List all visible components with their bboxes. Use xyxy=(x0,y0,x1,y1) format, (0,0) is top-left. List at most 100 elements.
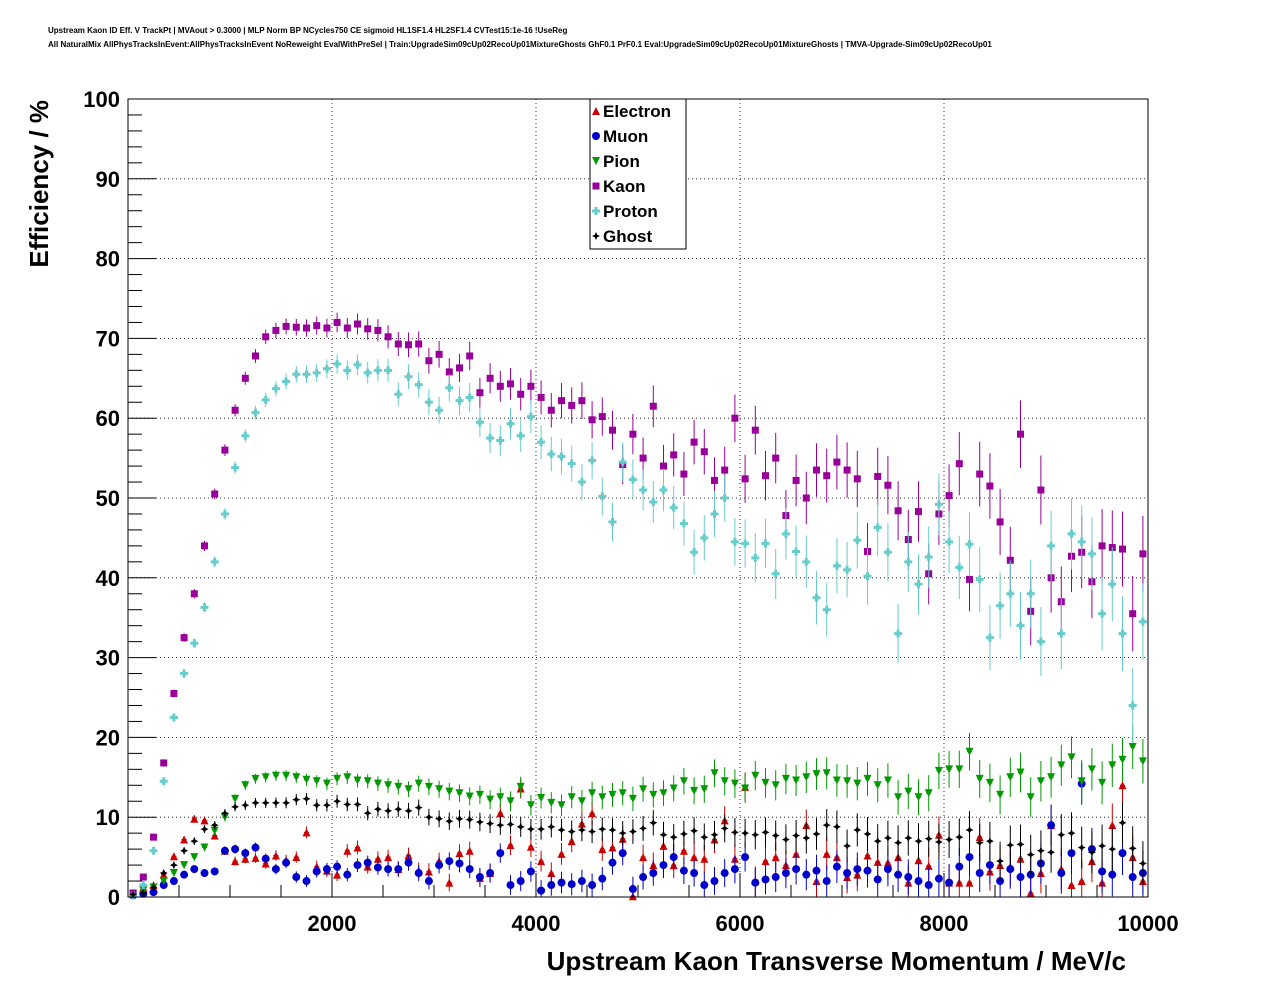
point-ghost xyxy=(975,838,984,847)
legend-label-electron: Electron xyxy=(603,102,671,121)
point-pion xyxy=(312,777,321,786)
point-pion xyxy=(751,771,760,780)
x-axis-title: Upstream Kaon Transverse Momentum / MeV/… xyxy=(547,946,1126,976)
point-ghost xyxy=(1128,844,1137,853)
point-proton xyxy=(210,557,219,566)
point-electron xyxy=(333,870,342,879)
point-pion xyxy=(720,777,729,786)
legend-entry-proton: Proton xyxy=(592,202,658,221)
point-electron xyxy=(424,867,433,876)
point-proton xyxy=(251,408,260,417)
point-ghost xyxy=(761,828,770,837)
point-pion xyxy=(628,794,637,803)
point-pion xyxy=(996,790,1005,799)
point-pion xyxy=(435,785,444,794)
point-kaon xyxy=(1129,610,1137,618)
y-tick-label: 40 xyxy=(96,566,120,591)
point-pion xyxy=(373,779,382,788)
point-proton xyxy=(1128,701,1137,710)
point-muon xyxy=(679,866,688,875)
point-pion xyxy=(730,779,739,788)
point-pion xyxy=(465,792,474,801)
point-pion xyxy=(985,778,994,787)
point-electron xyxy=(169,852,178,861)
point-proton xyxy=(996,601,1005,610)
point-pion xyxy=(588,789,597,798)
y-tick-label: 80 xyxy=(96,247,120,272)
point-ghost xyxy=(465,815,474,824)
point-ghost xyxy=(373,805,382,814)
point-proton xyxy=(914,580,923,589)
point-electron xyxy=(302,828,311,837)
point-muon xyxy=(720,869,729,878)
series-kaon xyxy=(129,312,1147,897)
point-kaon xyxy=(466,352,474,360)
point-electron xyxy=(496,809,505,818)
point-muon xyxy=(741,853,750,862)
point-pion xyxy=(169,869,178,878)
point-electron xyxy=(965,878,974,887)
point-kaon xyxy=(507,380,514,388)
point-pion xyxy=(404,785,413,794)
point-ghost xyxy=(1087,848,1096,857)
point-proton xyxy=(904,557,913,566)
point-muon xyxy=(975,869,984,878)
point-proton xyxy=(934,500,943,509)
point-ghost xyxy=(679,829,688,838)
point-proton xyxy=(1087,549,1096,558)
point-muon xyxy=(241,849,250,858)
point-muon xyxy=(424,877,433,886)
point-ghost xyxy=(781,835,790,844)
point-proton xyxy=(894,629,903,638)
point-muon xyxy=(832,862,841,871)
point-ghost xyxy=(945,835,954,844)
point-proton xyxy=(710,509,719,518)
point-electron xyxy=(384,853,393,862)
point-ghost xyxy=(863,829,872,838)
x-tick-label: 2000 xyxy=(308,911,357,936)
point-electron xyxy=(771,853,780,862)
point-ghost xyxy=(353,800,362,809)
point-proton xyxy=(669,503,678,512)
point-muon xyxy=(955,862,964,871)
point-pion xyxy=(669,784,678,793)
point-pion xyxy=(914,793,923,802)
point-pion xyxy=(496,793,505,802)
point-pion xyxy=(639,785,648,794)
point-pion xyxy=(537,794,546,803)
point-ghost xyxy=(730,828,739,837)
point-kaon xyxy=(272,326,280,334)
point-ghost xyxy=(506,820,515,829)
point-kaon xyxy=(660,462,667,470)
point-muon xyxy=(231,845,240,854)
point-ghost xyxy=(220,809,229,818)
point-pion xyxy=(975,774,984,783)
y-tick-label: 20 xyxy=(96,725,120,750)
point-ghost xyxy=(180,846,189,855)
point-pion xyxy=(475,790,484,799)
point-muon xyxy=(292,873,301,882)
point-pion xyxy=(1047,773,1056,782)
point-electron xyxy=(210,831,219,840)
series-muon xyxy=(129,762,1147,900)
point-kaon xyxy=(945,492,953,500)
series-layer xyxy=(129,312,1147,901)
point-pion xyxy=(1118,755,1127,764)
point-proton xyxy=(384,366,393,375)
point-pion xyxy=(1067,753,1076,762)
point-ghost xyxy=(618,829,627,838)
point-muon xyxy=(149,888,158,897)
point-pion xyxy=(200,843,209,852)
point-electron xyxy=(190,814,199,823)
point-pion xyxy=(363,777,372,786)
point-kaon xyxy=(802,494,810,502)
point-kaon xyxy=(139,873,147,881)
point-proton xyxy=(985,633,994,642)
point-kaon xyxy=(1139,550,1147,558)
point-ghost xyxy=(639,824,648,833)
point-proton xyxy=(220,509,229,518)
point-pion xyxy=(802,773,811,782)
point-muon xyxy=(904,873,913,882)
point-proton xyxy=(282,377,291,386)
